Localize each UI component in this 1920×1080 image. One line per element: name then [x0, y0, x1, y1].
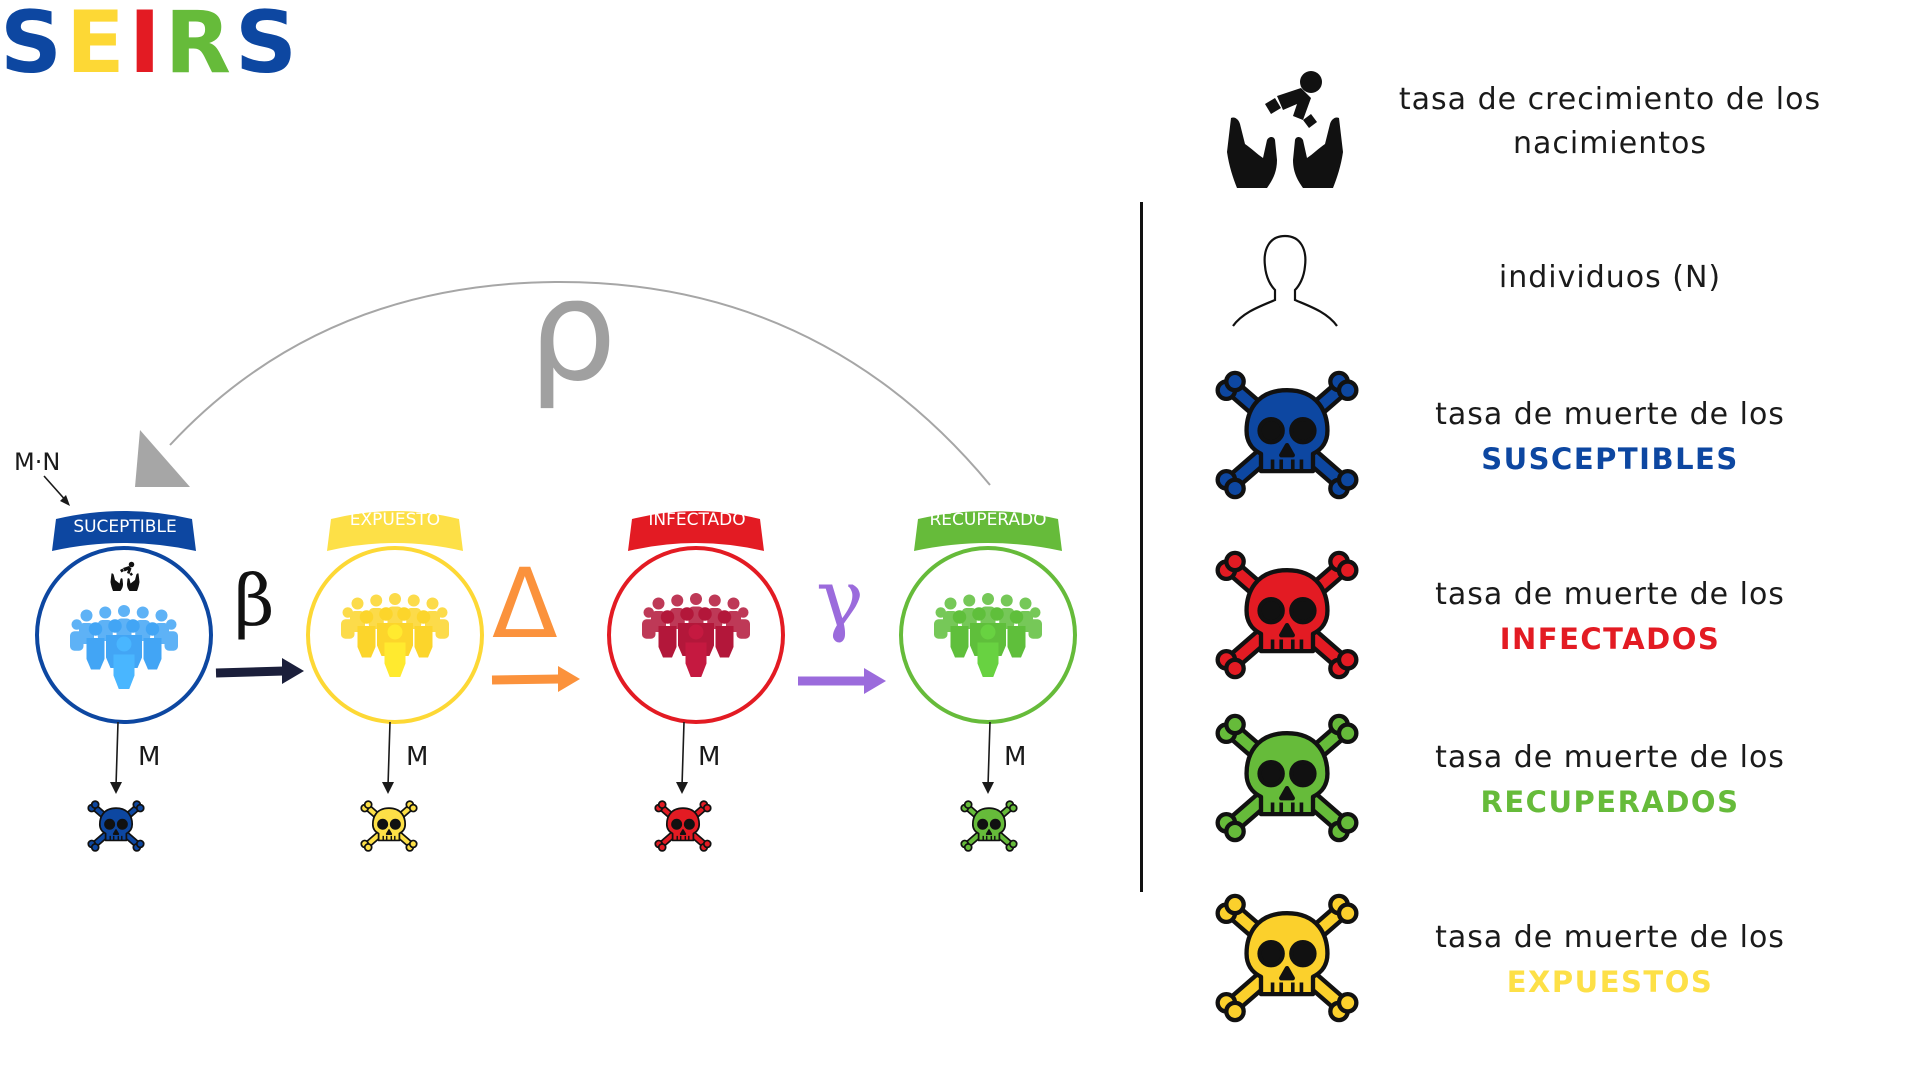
- legend-text-line: tasa de muerte de los: [1435, 920, 1785, 955]
- compartment-label-recovered: RECUPERADO: [929, 510, 1047, 530]
- legend-entry-death-infected: tasa de muerte de los INFECTADOS: [1380, 573, 1840, 661]
- skull-crossbones-icon: [1212, 893, 1362, 1023]
- legend-text-line: tasa de crecimiento de los: [1398, 82, 1822, 117]
- gamma-label: γ: [816, 552, 864, 645]
- legend-keyword: INFECTADOS: [1499, 622, 1721, 656]
- title-letter: E: [65, 0, 129, 93]
- return-arrowhead: [135, 430, 190, 487]
- skull-crossbones-icon: [1212, 370, 1362, 500]
- title-letter: S: [234, 0, 301, 93]
- legend-text-line: tasa de muerte de los: [1435, 740, 1785, 775]
- skull-crossbones-icon: [87, 800, 145, 852]
- legend-text-line: nacimientos: [1512, 126, 1707, 161]
- compartment-label-exposed: EXPUESTO: [349, 510, 441, 530]
- skull-crossbones-icon: [1212, 550, 1362, 680]
- legend-entry-individuals: individuos (N): [1380, 256, 1840, 300]
- skull-crossbones-icon: [1212, 713, 1362, 843]
- skull-crossbones-icon: [360, 800, 418, 852]
- legend-entry-death-susceptible: tasa de muerte de los SUSCEPTIBLES: [1380, 393, 1840, 481]
- legend-keyword: EXPUESTOS: [1506, 965, 1714, 999]
- delta-label: Δ: [492, 548, 558, 660]
- baby-hands-icon: [1227, 71, 1343, 188]
- beta-label: β: [234, 560, 275, 642]
- title-letter: S: [0, 0, 66, 93]
- legend-entry-death-recovered: tasa de muerte de los RECUPERADOS: [1380, 736, 1840, 824]
- title-letter: R: [164, 0, 235, 93]
- skull-crossbones-icon: [654, 800, 712, 852]
- legend-text-line: tasa de muerte de los: [1435, 577, 1785, 612]
- diagram-title: SEIRS: [0, 0, 1920, 86]
- rho-label: ρ: [528, 250, 617, 413]
- compartment-exposed: [306, 511, 484, 724]
- skull-crossbones-icon: [960, 800, 1018, 852]
- death-rate-label: M: [1004, 742, 1027, 772]
- inflow-label: M·N: [14, 448, 61, 476]
- legend-divider: [1140, 202, 1143, 892]
- death-rate-label: M: [138, 742, 161, 772]
- death-rate-label: M: [406, 742, 429, 772]
- compartment-infected: [607, 511, 785, 724]
- legend-entry-births: tasa de crecimiento de los nacimientos: [1380, 78, 1840, 166]
- legend-entry-death-exposed: tasa de muerte de los EXPUESTOS: [1380, 916, 1840, 1004]
- legend-keyword: SUSCEPTIBLES: [1481, 442, 1739, 476]
- person-outline-icon: [1232, 234, 1338, 327]
- title-letter: I: [128, 0, 165, 93]
- compartment-susceptible: [35, 511, 213, 724]
- compartment-label-susceptible: SUCEPTIBLE: [73, 517, 177, 537]
- compartment-label-infected: INFECTADO: [648, 510, 746, 530]
- death-rate-label: M: [698, 742, 721, 772]
- legend-text-line: individuos (N): [1498, 260, 1722, 295]
- legend-text-line: tasa de muerte de los: [1435, 397, 1785, 432]
- legend-keyword: RECUPERADOS: [1480, 785, 1740, 819]
- compartment-recovered: [899, 511, 1077, 724]
